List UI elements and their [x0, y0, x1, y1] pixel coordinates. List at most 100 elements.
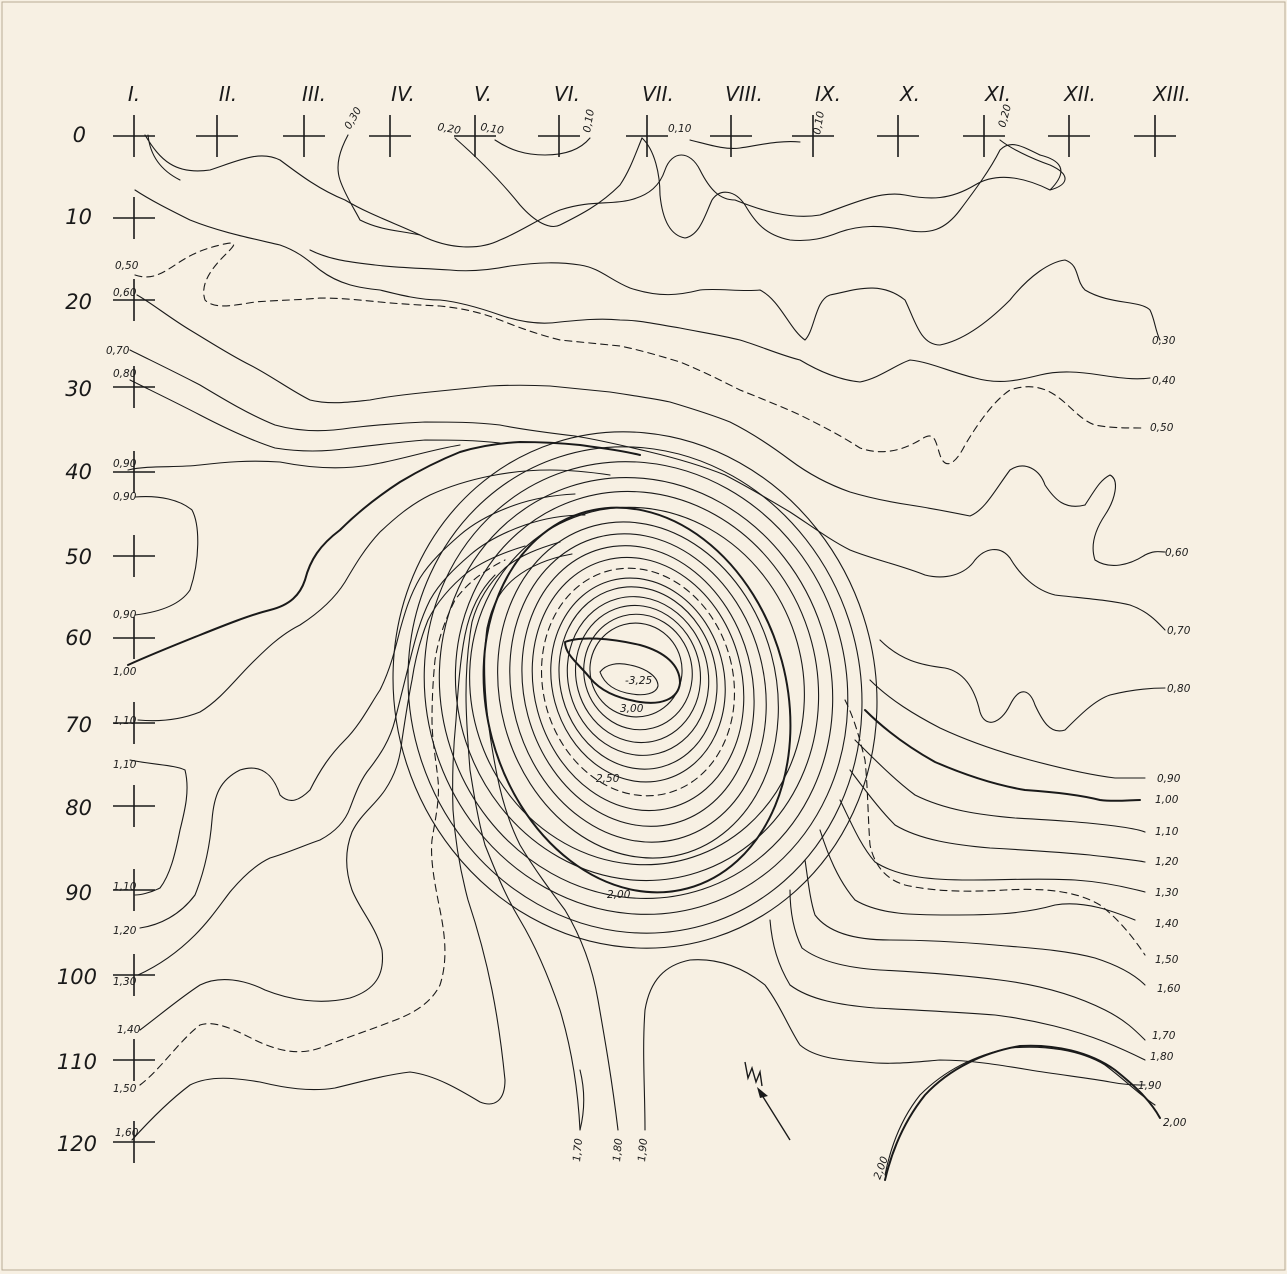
contour-line	[129, 759, 188, 896]
contour-ring	[509, 533, 767, 843]
contour-label: 0,90	[113, 458, 137, 470]
contour-label: 0,10	[668, 123, 692, 135]
row-label: 60	[65, 626, 92, 650]
row-label: 20	[65, 290, 92, 314]
contour-label: 0,20	[436, 121, 461, 137]
row-label: 110	[57, 1050, 97, 1074]
contour-label: 1,60	[1157, 983, 1181, 995]
contour-ring	[521, 545, 755, 827]
contour-label: 0,80	[1167, 683, 1191, 695]
contour-label: 1,80	[611, 1138, 625, 1163]
contour-ring	[407, 446, 863, 934]
column-label: VIII.	[725, 82, 763, 106]
column-label: VI.	[554, 82, 580, 106]
contour-line	[819, 829, 1136, 921]
contour-ring	[583, 613, 693, 731]
contour-label: 0,10	[581, 108, 597, 133]
contour-line	[641, 137, 1041, 242]
contour-ring	[540, 567, 736, 797]
contour-line	[484, 553, 619, 1131]
row-label: 50	[65, 545, 92, 569]
contour-label: 1,90	[1138, 1080, 1162, 1092]
column-label: III.	[302, 82, 326, 106]
contour-line	[144, 134, 1062, 248]
row-label: 40	[65, 460, 92, 484]
contour-label: 0,60	[113, 287, 137, 299]
contour-label: 1,70	[1152, 1030, 1176, 1042]
contour-label: 1,40	[1155, 918, 1179, 930]
contour-line	[139, 545, 526, 1031]
contour-line	[884, 1046, 1156, 1176]
contour-line	[789, 889, 1146, 1041]
contour-line	[137, 514, 586, 976]
contour-line	[844, 699, 1146, 956]
column-labels: I. II. III. IV. V. VI. VII. VIII. IX. X.…	[128, 82, 1191, 106]
contour-line	[849, 769, 1146, 863]
contour-line	[129, 379, 501, 452]
contour-label: 1,10	[113, 715, 137, 727]
survey-grid	[113, 115, 1176, 1163]
contour-label: 1,10	[113, 759, 137, 771]
contour-lines	[127, 134, 1166, 1181]
contour-label: 0,50	[115, 260, 139, 272]
contour-ring	[599, 663, 659, 696]
contour-label: 0,90	[113, 609, 137, 621]
row-label: 90	[65, 881, 92, 905]
contour-line	[127, 441, 641, 666]
contour-line	[127, 444, 461, 471]
contour-ring	[469, 506, 805, 866]
contour-label: 0,10	[811, 110, 827, 135]
contour-label: 1,20	[1155, 856, 1179, 868]
contour-label: 0,40	[1152, 375, 1176, 387]
contour-line	[134, 496, 199, 616]
row-label: 80	[65, 796, 92, 820]
column-label: VII.	[642, 82, 674, 106]
contour-line	[454, 137, 643, 227]
contour-label: 0,20	[996, 103, 1014, 129]
contour-label: 1,10	[1155, 826, 1179, 838]
contour-line	[129, 349, 1166, 631]
column-label: II.	[219, 82, 237, 106]
contour-label: 2,50	[596, 773, 620, 785]
column-label: XI.	[984, 82, 1011, 106]
contour-ring	[574, 604, 702, 744]
contour-line	[465, 541, 581, 1131]
contour-line	[579, 1069, 585, 1131]
contour-line	[139, 493, 576, 929]
row-label: 120	[57, 1132, 97, 1156]
contour-label: 0,90	[113, 491, 137, 503]
column-label: IX.	[815, 82, 841, 106]
contour-label: 1,00	[113, 666, 137, 678]
contour-ring	[589, 622, 683, 718]
contour-label: 1,70	[571, 1138, 585, 1163]
row-label: 30	[65, 377, 92, 401]
contour-line	[337, 134, 421, 236]
contour-label: 0,90	[1157, 773, 1181, 785]
contour-ring	[438, 477, 834, 899]
contour-line	[134, 189, 1151, 383]
contour-label: 0,30	[342, 105, 364, 132]
contour-ring	[564, 637, 681, 704]
contour-ring	[423, 461, 849, 915]
contour-label: 1,90	[636, 1138, 650, 1163]
contour-line	[689, 139, 801, 149]
contour-label: 2,00	[607, 889, 631, 901]
contour-label: 3,00	[620, 703, 644, 715]
contour-line	[147, 134, 181, 181]
contour-label: 2,00	[1163, 1117, 1187, 1129]
contour-label: 1,50	[1155, 954, 1179, 966]
row-label: 70	[65, 713, 92, 737]
contour-line	[879, 639, 1166, 732]
column-label: XIII.	[1152, 82, 1191, 106]
contour-label: 0,30	[1152, 335, 1176, 347]
row-label: 10	[65, 205, 92, 229]
contour-line	[131, 574, 506, 1141]
contour-label: 0,80	[113, 368, 137, 380]
contour-label: 1,40	[117, 1024, 141, 1036]
contour-label: 1,00	[1155, 794, 1179, 806]
contour-line	[864, 709, 1141, 802]
contour-line	[136, 294, 1086, 517]
contour-label: 1,60	[115, 1127, 139, 1139]
